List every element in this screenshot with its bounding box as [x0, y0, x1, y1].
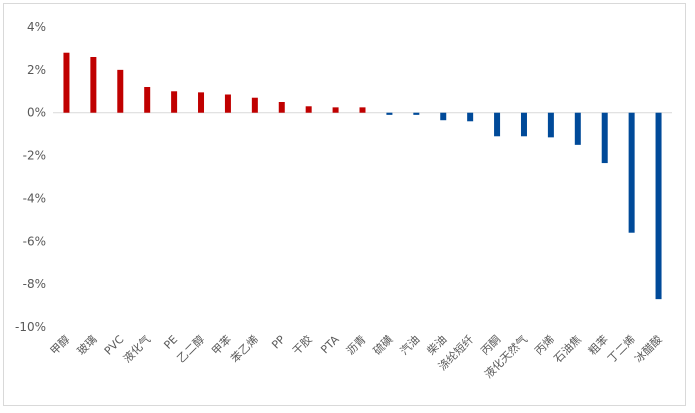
y-tick-label: -8%	[23, 277, 46, 291]
x-tick-label: 干胶	[289, 332, 314, 357]
bar	[655, 112, 662, 300]
x-tick-label: 汽油	[397, 332, 422, 357]
x-tick-label: 玻璃	[74, 332, 99, 357]
bar	[144, 87, 151, 113]
bar	[305, 106, 312, 113]
y-tick-label: -2%	[23, 149, 46, 163]
x-tick-label: 液化气	[120, 332, 153, 365]
bar	[278, 102, 285, 113]
bar	[574, 112, 581, 145]
bar	[494, 112, 501, 137]
x-tick-label: 乙二醇	[174, 332, 207, 365]
bar	[359, 107, 366, 113]
bar	[467, 112, 474, 122]
y-tick-label: -6%	[23, 234, 46, 248]
bar	[117, 69, 124, 113]
y-tick-label: 0%	[27, 106, 46, 120]
bar	[547, 112, 554, 138]
x-tick-label: 沥青	[344, 333, 369, 358]
bar	[63, 52, 70, 113]
y-tick-label: -10%	[15, 320, 46, 334]
y-tick-label: 4%	[27, 20, 46, 34]
bars	[63, 52, 662, 300]
x-tick-label: 苯乙烯	[228, 332, 261, 365]
bar	[628, 112, 635, 233]
y-tick-label: 2%	[27, 63, 46, 77]
x-tick-label: PP	[269, 333, 288, 352]
x-tick-label: 丁二烯	[605, 333, 638, 366]
bar	[413, 112, 420, 115]
x-tick-label: PE	[161, 333, 180, 352]
x-tick-label: PTA	[318, 333, 342, 357]
x-tick-label: 甲醇	[47, 332, 72, 357]
x-tick-label: 石油焦	[551, 332, 584, 365]
x-tick-label: 硫磺	[370, 332, 395, 357]
x-tick-label: 冰醋酸	[631, 332, 664, 365]
bar	[386, 112, 393, 115]
bar	[224, 94, 231, 113]
x-axis-labels: 甲醇 玻璃 PVC液化气 PE乙二醇 甲苯苯乙烯 PP 干胶 PTA 沥青 硫磺 汽油 柴油涤纶短纤丙…	[47, 332, 665, 381]
bar	[601, 112, 608, 164]
bar	[332, 107, 339, 113]
bar	[198, 92, 205, 113]
chart-frame	[3, 3, 686, 406]
y-tick-label: -4%	[23, 191, 46, 205]
bar	[251, 97, 258, 113]
bar	[440, 112, 447, 121]
bar	[171, 91, 178, 113]
bar	[90, 57, 97, 113]
bar	[520, 112, 527, 137]
y-axis-ticks: 4% 2% 0% -2% -4% -6% -8% -10%	[15, 20, 46, 334]
